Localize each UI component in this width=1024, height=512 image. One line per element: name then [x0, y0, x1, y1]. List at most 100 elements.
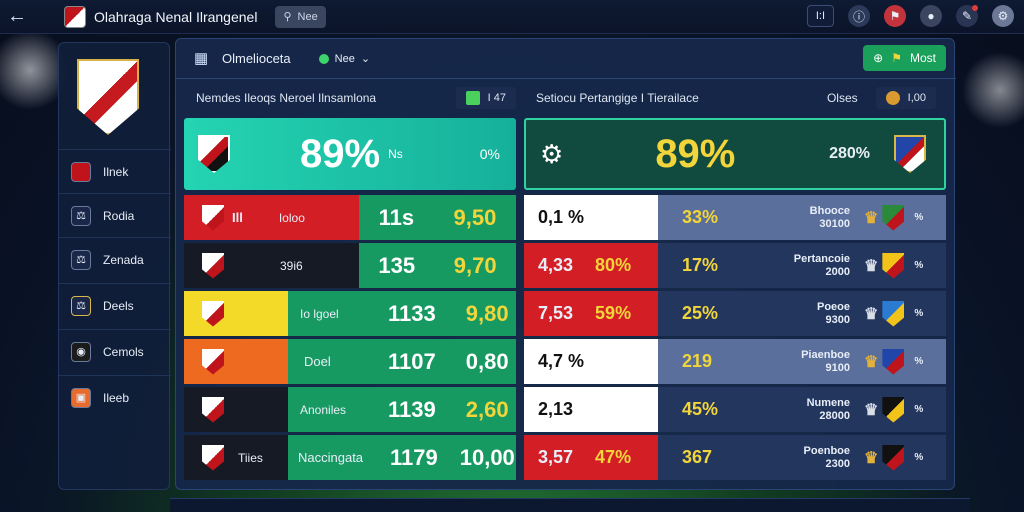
trophy-icon: ♛ [864, 401, 879, 419]
plus-circle-icon: ⊕ [873, 51, 884, 65]
row-count: 1133 [388, 300, 436, 326]
row-odds: 0,80 [465, 348, 509, 374]
row-name: 39i6 [280, 258, 303, 273]
club-logo [64, 5, 86, 28]
crest-icon: ▣ [71, 387, 91, 408]
left-hero-card[interactable]: 89% Ns 0% [184, 118, 516, 190]
flag-icon: ⚑ [891, 51, 902, 65]
row-pct-symbol: % [914, 404, 924, 415]
table-row[interactable]: Doel 1107 0,80 [184, 339, 516, 384]
club-crest-icon [202, 204, 224, 231]
row-amount: 9100 [825, 361, 850, 374]
shield-icon[interactable]: ⚑ [884, 5, 906, 27]
app-title: Olahraga Nenal Ilrangenel [94, 8, 258, 25]
row-amount: 2000 [825, 265, 850, 278]
opponent-crest-icon [882, 204, 905, 231]
row-badge: Ill [232, 210, 243, 225]
trophy-icon: ♛ [864, 209, 879, 227]
settings-icon[interactable]: ● [920, 5, 942, 27]
table-row[interactable]: Tiies Naccingata 1179 10,00 [184, 435, 516, 480]
club-crest-icon [198, 135, 230, 173]
row-percent: 45% [682, 399, 719, 419]
table-row[interactable]: 0,1 % 33% Bhooce 30100 ♛ % [524, 195, 946, 240]
row-odds: 9,50 [453, 204, 497, 230]
sidebar-item-cemols[interactable]: ◉ Cemols [59, 329, 171, 373]
row-value: 4,33 [538, 255, 574, 275]
table-row[interactable]: 7,53 59% 25% Poeoe 9300 ♛ % [524, 291, 946, 336]
profile-avatar[interactable]: ⚙ [992, 5, 1014, 27]
row-pct-symbol: % [914, 356, 924, 367]
row-amount: 28000 [819, 409, 850, 422]
row-pct-symbol: % [914, 260, 924, 271]
opponent-crest-icon [882, 252, 905, 279]
chevron-down-icon: ⌄ [360, 53, 371, 65]
badge-value: I,00 [907, 92, 926, 104]
crest-icon: ⚖ [71, 205, 91, 226]
row-name: Poenboe [803, 445, 850, 458]
table-row[interactable]: Io lgoel 1133 9,80 [184, 291, 516, 336]
opponent-crest-icon [894, 135, 926, 173]
back-arrow-icon[interactable]: ← [7, 5, 27, 27]
row-meta: Bhooce 30100 [790, 205, 850, 229]
row-name: Poeoe [816, 301, 850, 314]
info-icon[interactable]: ⓘ [848, 5, 870, 27]
opponent-crest-icon [882, 444, 905, 471]
stats-cell: Io lgoel 1133 9,80 [288, 291, 516, 336]
row-amount: 9300 [825, 313, 850, 326]
table-row[interactable]: Ill Ioloo 11s 9,50 [184, 195, 516, 240]
hero-sub: Ns [388, 147, 403, 161]
layout-toggle-button[interactable]: I:I [806, 5, 834, 27]
table-row[interactable]: 4,7 % 219 Piaenboe 9100 ♛ % [524, 339, 946, 384]
row-badge: Tiies [238, 450, 263, 465]
sidebar-item-zenada[interactable]: ⚖ Zenada [59, 237, 171, 281]
sidebar: Ilnek ⚖ Rodia ⚖ Zenada ⚖ Deels ◉ Cemols … [58, 42, 171, 490]
row-count: 11s [378, 204, 415, 230]
row-meta: Pertancoie 2000 [790, 253, 850, 277]
row-odds: 10,00 [459, 444, 515, 470]
table-row[interactable]: 39i6 135 9,70 [184, 243, 516, 288]
row-percent: 33% [682, 207, 719, 227]
search-button[interactable]: ⚲ Nee [275, 5, 326, 28]
sidebar-item-ileeb[interactable]: ▣ Ileeb [59, 375, 171, 419]
detail-cell: 25% Poeoe 9300 ♛ % [658, 291, 946, 336]
status-dot-icon [318, 53, 329, 64]
sidebar-item-rodia[interactable]: ⚖ Rodia [59, 193, 171, 237]
gear-icon: ⚙ [540, 138, 564, 169]
table-row[interactable]: 3,57 47% 367 Poenboe 2300 ♛ % [524, 435, 946, 480]
left-panel-header: Nemdes Ileoqs Neroel Ilnsamlona I 47 [196, 85, 516, 111]
row-name: Ioloo [278, 210, 305, 225]
detail-cell: 33% Bhooce 30100 ♛ % [658, 195, 946, 240]
club-crest-icon [202, 396, 224, 423]
sidebar-item-label: Deels [103, 298, 134, 313]
sidebar-item-deels[interactable]: ⚖ Deels [59, 283, 171, 327]
club-crest-icon [202, 348, 224, 375]
hero-right-value: 280% [829, 145, 870, 162]
opponent-crest-icon [882, 348, 905, 375]
right-panel-sub: Olses [826, 91, 858, 105]
right-hero-card[interactable]: ⚙ 89% 280% [524, 118, 946, 190]
row-meta: Poenboe 2300 [790, 445, 850, 469]
left-panel-badge[interactable]: I 47 [455, 87, 516, 109]
sidebar-item-ilnek[interactable]: Ilnek [59, 149, 171, 193]
notification-icon[interactable]: ✎ [956, 5, 978, 27]
row-name: Io lgoel [300, 306, 339, 321]
most-button[interactable]: ⊕ ⚑ Most [863, 45, 946, 71]
stats-icon: ▦ [194, 49, 209, 67]
row-value: 2,13 [538, 399, 574, 419]
badge-value: I 47 [487, 92, 506, 104]
top-actions: I:I ⓘ ⚑ ● ✎ ⚙ [806, 5, 1014, 27]
table-row[interactable]: 2,13 45% Numene 28000 ♛ % [524, 387, 946, 432]
team-cell [184, 339, 288, 384]
team-cell: Ill Ioloo [184, 195, 359, 240]
row-meta: Poeoe 9300 [790, 301, 850, 325]
odds-cell: 2,13 [524, 387, 658, 432]
row-percent: 219 [682, 351, 713, 371]
row-amount: 2300 [825, 457, 850, 470]
table-row[interactable]: 4,33 80% 17% Pertancoie 2000 ♛ % [524, 243, 946, 288]
row-count: 1107 [388, 348, 436, 374]
detail-cell: 219 Piaenboe 9100 ♛ % [658, 339, 946, 384]
filter-dropdown[interactable]: Nee ⌄ [318, 52, 371, 65]
table-row[interactable]: Anoniles 1139 2,60 [184, 387, 516, 432]
right-panel-badge[interactable]: I,00 [875, 87, 936, 109]
row-amount: 30100 [819, 217, 850, 230]
